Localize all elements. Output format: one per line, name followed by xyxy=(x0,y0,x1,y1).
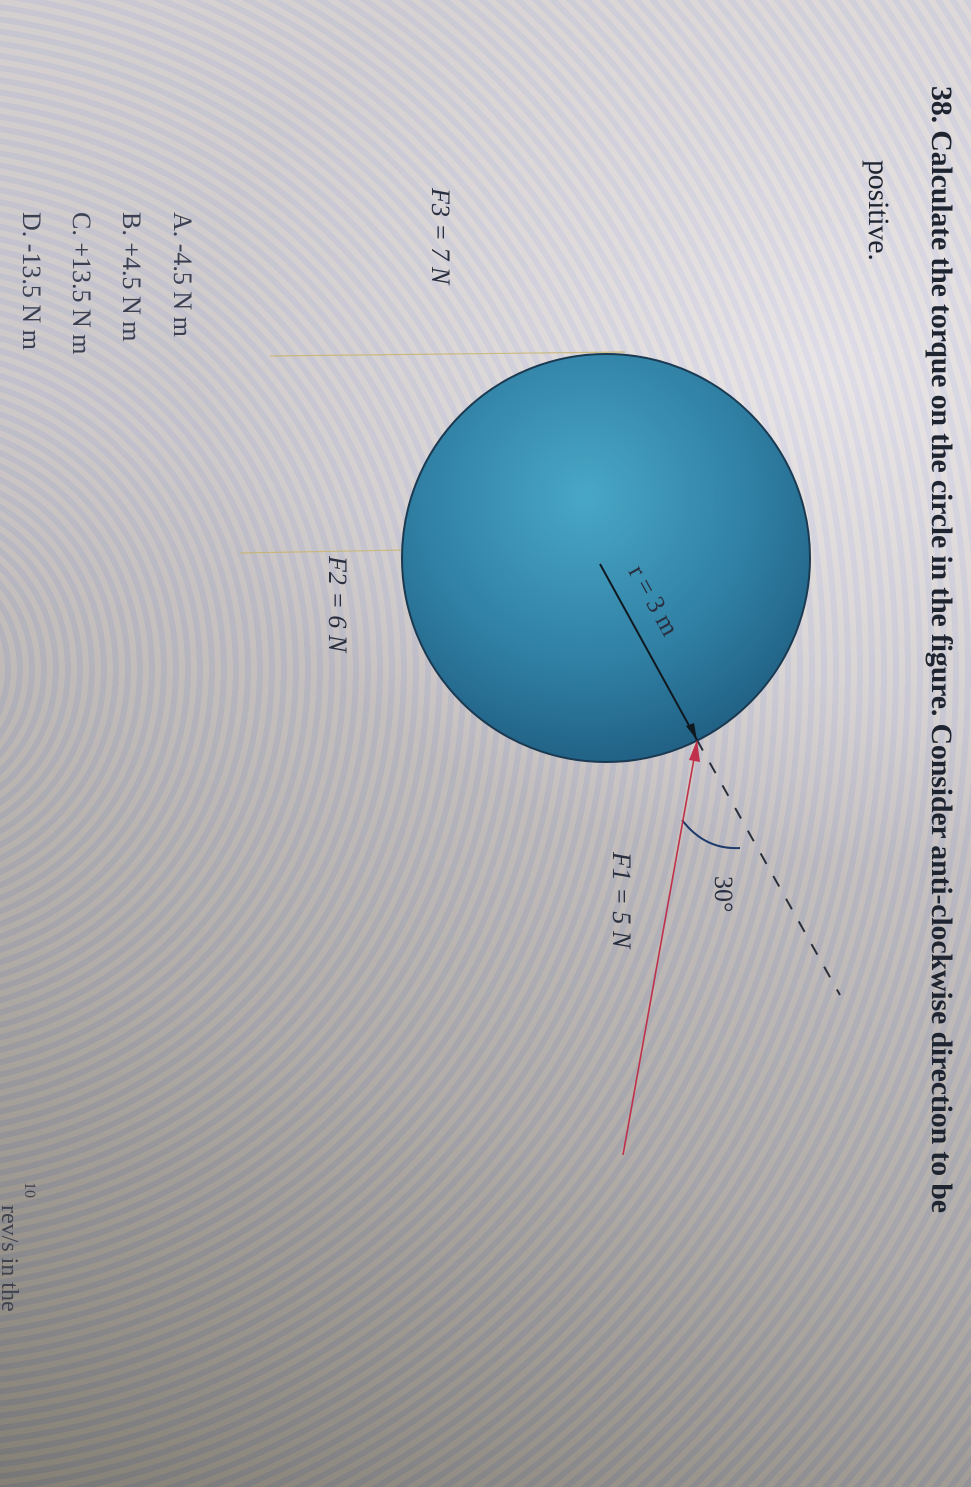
question-number: 38. xyxy=(925,86,958,123)
next-question-numerator: 10 xyxy=(21,1182,38,1198)
f1-label: F1 = 5 N xyxy=(607,852,636,949)
circle-body xyxy=(401,353,811,763)
f1-force-line xyxy=(622,741,698,1156)
extension-dashed-line xyxy=(696,739,841,996)
option-b[interactable]: B. +4.5 N m xyxy=(117,212,146,342)
f3-force-line xyxy=(269,351,626,357)
f2-label: F2 = 6 N xyxy=(323,556,352,653)
f3-label: F3 = 7 N xyxy=(426,188,455,285)
radius-line xyxy=(599,563,698,741)
question-line-1: 38. Calculate the torque on the circle i… xyxy=(924,86,958,1213)
question-text: Calculate the torque on the circle in th… xyxy=(925,130,958,1213)
angle-label: 30° xyxy=(709,876,738,913)
option-d[interactable]: D. -13.5 N m xyxy=(17,212,46,350)
f2-force-line xyxy=(239,549,406,554)
option-c[interactable]: C. +13.5 N m xyxy=(67,212,96,355)
radius-arrowhead xyxy=(686,723,697,740)
question-line-2: positive. xyxy=(862,160,895,261)
next-question-text: rev/s in the xyxy=(0,1205,22,1312)
angle-arc xyxy=(681,819,741,850)
f1-arrowhead xyxy=(689,740,700,762)
option-a[interactable]: A. -4.5 N m xyxy=(168,212,197,337)
